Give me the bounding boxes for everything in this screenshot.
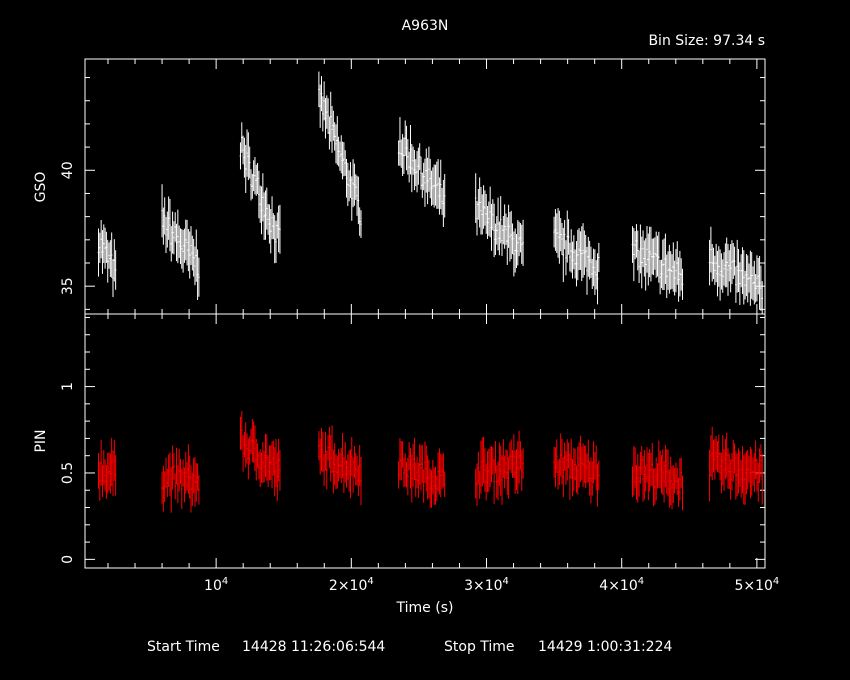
pin-data-series <box>97 411 764 513</box>
y-tick-label: 40 <box>60 161 76 179</box>
x-tick-label: 4×104 <box>599 576 644 594</box>
x-tick-label: 104 <box>204 576 228 594</box>
y-tick-label: 1 <box>60 382 76 391</box>
gso-data-series <box>97 71 764 314</box>
x-tick-label: 5×104 <box>734 576 779 594</box>
chart-title: A963N <box>402 18 449 34</box>
stop-time-value: 14429 1:00:31:224 <box>538 639 672 655</box>
x-tick-label: 2×104 <box>329 576 374 594</box>
x-tick-label: 3×104 <box>464 576 509 594</box>
y-tick-label: 0.5 <box>60 462 76 484</box>
axis-labels: 104 2×104 3×104 4×104 5×104 35 40 0 0.5 1 <box>60 161 779 594</box>
start-time-label: Start Time <box>147 639 220 655</box>
pin-panel-frame <box>84 313 766 569</box>
stop-time-label: Stop Time <box>444 639 515 655</box>
y-tick-label: 35 <box>60 277 76 295</box>
bin-size-label: Bin Size: 97.34 s <box>648 33 765 49</box>
start-time-value: 14428 11:26:06:544 <box>242 639 385 655</box>
axis-ticks <box>85 59 765 568</box>
x-axis-label: Time (s) <box>396 600 454 616</box>
y-tick-label: 0 <box>60 555 76 564</box>
pin-axis-label: PIN <box>33 429 49 452</box>
gso-axis-label: GSO <box>33 172 49 203</box>
